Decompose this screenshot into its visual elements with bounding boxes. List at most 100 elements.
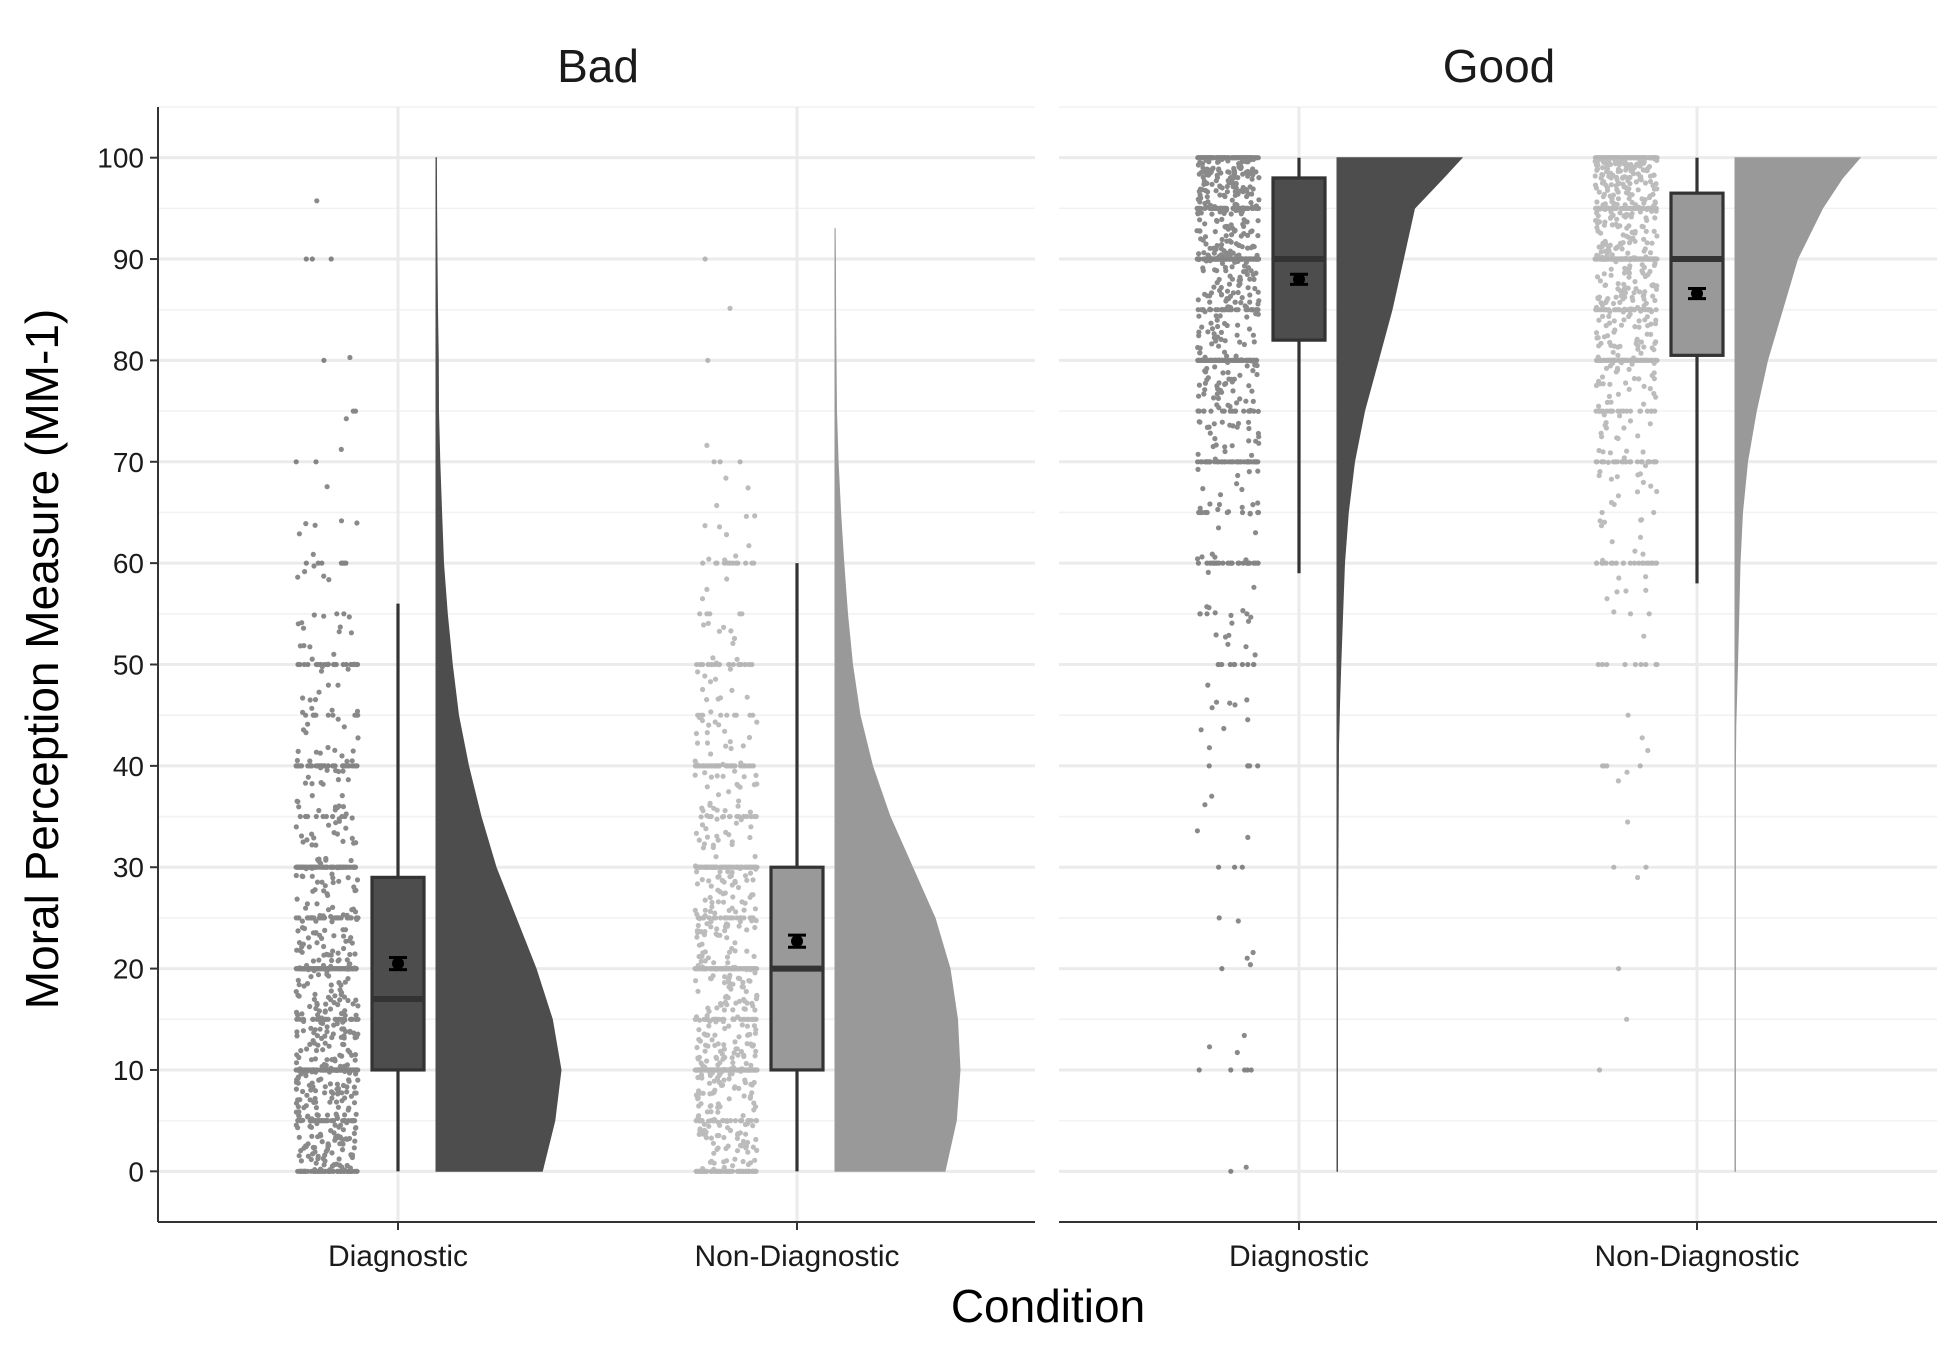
raw-point <box>335 682 341 688</box>
raw-point <box>1206 1044 1213 1050</box>
raw-point <box>347 1049 353 1055</box>
raw-point <box>718 1001 724 1007</box>
raw-point <box>1605 357 1611 363</box>
raw-point <box>336 1016 342 1022</box>
raw-point <box>343 825 349 831</box>
raw-point <box>330 864 336 870</box>
raw-point <box>1604 168 1610 174</box>
x-tick-label: Diagnostic <box>1229 1240 1369 1273</box>
raw-point <box>1199 554 1205 560</box>
raw-point <box>1601 271 1607 277</box>
raw-point <box>349 907 355 913</box>
raw-point <box>1596 189 1602 195</box>
raw-point <box>1237 372 1243 378</box>
raw-point <box>751 1168 757 1174</box>
facet-panel-good: Diagnostic Non-Diagnostic Good <box>1059 40 1937 1273</box>
raw-point <box>721 1134 727 1141</box>
raw-point <box>1210 443 1216 450</box>
raw-point <box>346 763 352 769</box>
raw-point <box>742 1016 748 1022</box>
raw-point <box>339 1168 345 1174</box>
raw-point <box>342 1095 348 1101</box>
raw-point <box>1625 712 1631 718</box>
raw-point <box>1607 381 1613 387</box>
raw-point <box>324 1112 331 1118</box>
raw-point <box>728 873 735 879</box>
raw-point <box>300 1088 306 1095</box>
raw-point <box>724 712 730 718</box>
y-tick-label: 30 <box>113 852 144 883</box>
raw-point <box>1206 159 1212 165</box>
raw-point <box>1637 763 1643 769</box>
raw-point <box>294 757 300 764</box>
raw-point <box>1235 289 1241 296</box>
raw-point <box>1253 357 1259 363</box>
raw-point <box>1237 277 1244 283</box>
raw-point <box>1243 1164 1249 1170</box>
raw-point <box>342 979 348 985</box>
raw-point <box>1200 174 1206 180</box>
raw-point <box>1596 447 1602 454</box>
raw-point <box>1233 185 1239 191</box>
raw-point <box>1599 661 1605 668</box>
raw-point <box>738 817 744 823</box>
raw-point <box>704 740 711 746</box>
raw-point <box>726 1076 732 1082</box>
raw-point <box>1651 228 1657 234</box>
raw-point <box>293 824 299 830</box>
raw-point <box>1638 205 1644 211</box>
raw-point <box>1645 747 1651 754</box>
raw-point <box>1635 187 1641 193</box>
raw-point <box>338 446 344 452</box>
raw-point <box>307 1041 313 1047</box>
raw-point <box>1652 321 1659 327</box>
raw-point <box>1635 433 1641 439</box>
raw-point <box>734 656 740 662</box>
raw-point <box>1626 366 1632 372</box>
raw-point <box>741 774 747 780</box>
raw-point <box>1640 449 1646 455</box>
raw-point <box>711 1118 717 1124</box>
raw-point <box>1205 682 1211 688</box>
raw-point <box>1219 216 1225 222</box>
raw-point <box>332 807 338 813</box>
raw-point <box>1254 371 1260 378</box>
raw-point <box>303 1073 309 1079</box>
raw-point <box>1651 357 1657 363</box>
raw-point <box>1229 443 1235 449</box>
raw-point <box>724 576 730 582</box>
raw-point <box>338 518 345 524</box>
raw-point <box>1197 505 1203 511</box>
raw-point <box>1213 313 1219 319</box>
raw-point <box>1618 322 1625 328</box>
raw-point <box>1219 260 1226 266</box>
raw-point <box>1622 174 1628 180</box>
raw-point <box>695 1056 701 1062</box>
raw-point <box>1256 434 1262 440</box>
raw-point <box>1212 436 1218 442</box>
raw-point <box>348 935 354 941</box>
raw-point <box>308 1057 315 1063</box>
x-tick-label: Non-Diagnostic <box>1594 1240 1799 1273</box>
raw-point <box>1592 173 1598 179</box>
raw-point <box>1250 368 1256 374</box>
raw-point <box>349 1152 356 1158</box>
raw-point <box>705 357 711 363</box>
raw-point <box>1226 376 1232 382</box>
raw-point <box>316 807 322 814</box>
raw-point <box>708 813 714 820</box>
raw-point <box>1228 1067 1234 1073</box>
raw-point <box>1212 364 1218 370</box>
raw-point <box>1216 276 1222 283</box>
raw-point <box>1640 167 1646 173</box>
raw-point <box>1255 468 1261 474</box>
raw-points-bad-diagnostic <box>293 198 361 1174</box>
raw-point <box>1214 391 1220 397</box>
raw-point <box>1642 463 1649 469</box>
raw-point <box>1197 217 1203 223</box>
raw-point <box>332 747 338 753</box>
raw-point <box>1634 336 1640 342</box>
raw-point <box>315 1012 321 1018</box>
raw-point <box>325 952 331 958</box>
raw-point <box>329 1095 335 1101</box>
